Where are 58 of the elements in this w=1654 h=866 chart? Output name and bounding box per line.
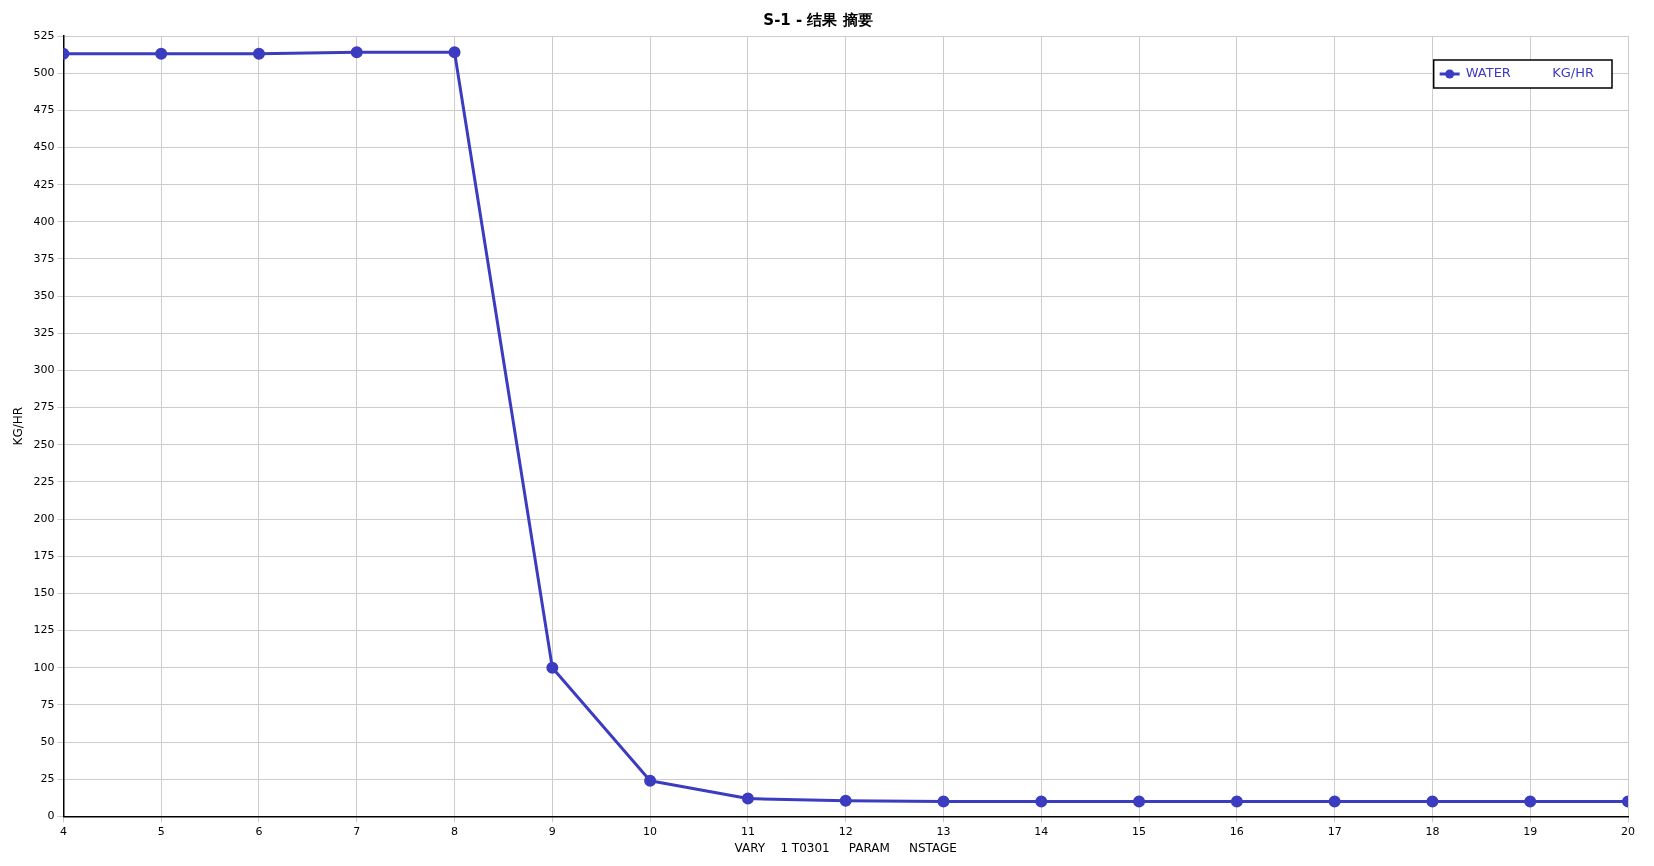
y-tick-label: 125	[33, 623, 55, 637]
x-tick-label: 17	[1327, 824, 1342, 838]
point	[350, 46, 363, 59]
x-tick-label: 9	[548, 824, 556, 838]
y-tick-label: 300	[33, 363, 55, 377]
y-tick-label: 275	[33, 400, 55, 414]
x-axis-title: VARY 1 T0301 PARAM NSTAGE	[734, 840, 957, 855]
x-tick-label: 6	[255, 824, 263, 838]
point	[546, 661, 559, 674]
x-tick-label: 8	[451, 824, 459, 838]
point	[741, 792, 754, 805]
x-tick-label: 19	[1523, 824, 1538, 838]
x-tick-label: 7	[353, 824, 361, 838]
x-tick-label: 5	[157, 824, 165, 838]
point	[839, 794, 852, 807]
y-tick-label: 100	[33, 660, 55, 674]
y-tick-label: 50	[40, 734, 55, 748]
point	[252, 47, 265, 60]
x-tick-label: 20	[1621, 824, 1635, 838]
y-tick-label: 75	[40, 697, 55, 711]
y-tick-label: 450	[33, 140, 55, 154]
x-tick-label: 10	[643, 824, 658, 838]
x-tick-label: 16	[1229, 824, 1244, 838]
point	[1426, 795, 1439, 808]
y-tick-label: 175	[33, 549, 55, 563]
chart-title: S-1 - 结果 摘要	[763, 10, 873, 29]
y-tick-label: 25	[40, 772, 55, 786]
y-tick-label: 150	[33, 586, 55, 600]
point	[1328, 795, 1341, 808]
y-tick-label: 225	[33, 474, 55, 488]
x-tick-label: 11	[740, 824, 755, 838]
y-tick-label: 375	[33, 251, 55, 265]
y-tick-label: 500	[33, 66, 55, 80]
y-tick-label: 325	[33, 326, 55, 340]
point	[448, 46, 461, 59]
y-tick-label: 0	[47, 809, 55, 823]
y-axis-title: KG/HR	[11, 406, 26, 446]
x-tick-label: 4	[59, 824, 67, 838]
y-tick-label: 350	[33, 288, 55, 302]
y-tick-label: 525	[33, 28, 55, 42]
x-tick-label: 18	[1425, 824, 1440, 838]
y-tick-label: 475	[33, 103, 55, 117]
point	[1133, 795, 1146, 808]
x-tick-label: 15	[1132, 824, 1147, 838]
point	[1524, 795, 1537, 808]
point	[1035, 795, 1048, 808]
point	[644, 774, 657, 787]
x-tick-label: 14	[1034, 824, 1049, 838]
y-tick-label: 425	[33, 177, 55, 191]
legend-label: WATER KG/HR	[1465, 65, 1594, 81]
point	[937, 795, 950, 808]
x-tick-label: 12	[838, 824, 853, 838]
y-tick-label: 200	[33, 511, 55, 525]
x-tick-label: 13	[936, 824, 951, 838]
point	[155, 47, 168, 60]
point	[1230, 795, 1243, 808]
y-tick-label: 400	[33, 214, 55, 228]
y-tick-label: 250	[33, 437, 55, 451]
